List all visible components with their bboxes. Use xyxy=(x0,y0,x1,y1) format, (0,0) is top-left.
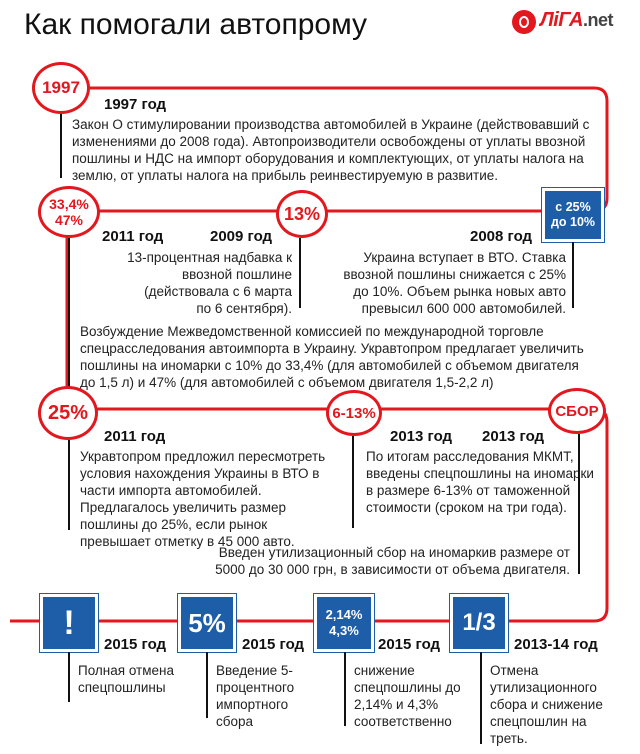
badge-25-10: с 25% до 10% xyxy=(541,187,605,243)
event-2008-text: Украина вступает в ВТО. Ставка ввозной п… xyxy=(343,250,566,316)
badge-6-13: 6-13% xyxy=(326,390,382,436)
connector-line xyxy=(68,440,70,530)
connector-line xyxy=(352,436,354,528)
badge-exclamation: ! xyxy=(39,593,99,653)
connector-line xyxy=(572,242,574,308)
event-2011-a-text: Возбуждение Межведомственной комиссией п… xyxy=(80,324,584,390)
event-2013-14-text: Отмена утилизационного сбора и снижение … xyxy=(490,663,603,746)
badge-25: 25% xyxy=(38,386,98,440)
connector-line xyxy=(480,652,482,744)
year-1997: 1997 год xyxy=(104,96,167,113)
event-2013-a-text: По итогам расследования МКМТ, введены сп… xyxy=(366,449,594,515)
year-2015-c: 2015 год xyxy=(378,636,441,653)
liga-logo[interactable]: ЛiГА.net xyxy=(512,10,640,46)
connector-line xyxy=(68,652,70,702)
badge-5: 5% xyxy=(177,593,237,653)
connector-line xyxy=(578,434,580,574)
connector-line xyxy=(299,238,301,308)
year-2013-14: 2013-14 год xyxy=(514,636,598,653)
year-2015-a: 2015 год xyxy=(104,636,167,653)
connector-line xyxy=(60,114,62,178)
logo-text: ЛiГА.net xyxy=(540,9,614,31)
year-2013-a: 2013 год xyxy=(390,428,453,445)
year-2013-b: 2013 год xyxy=(482,428,545,445)
connector-line xyxy=(206,652,208,718)
year-2011-b: 2011 год xyxy=(104,428,166,445)
logo-icon xyxy=(512,10,536,34)
badge-one-third: 1/3 xyxy=(449,593,509,653)
year-2011-a: 2011 год xyxy=(102,228,164,245)
year-2009: 2009 год xyxy=(210,228,273,245)
event-2015-c-text: снижение спецпошлины до 2,14% и 4,3% соо… xyxy=(354,663,461,729)
badge-13: 13% xyxy=(276,190,328,238)
connector-line xyxy=(344,652,346,726)
year-2008: 2008 год xyxy=(470,228,533,245)
badge-2-14-4-3: 2,14% 4,3% xyxy=(313,593,375,653)
event-1997-text: Закон О стимулировании производства авто… xyxy=(72,117,590,183)
event-2011-b-text: Укравтопром предложил пересмотреть услов… xyxy=(80,449,326,549)
connector-line xyxy=(68,238,70,388)
year-2015-b: 2015 год xyxy=(242,636,305,653)
badge-sbor: СБОР xyxy=(548,388,606,434)
badge-33-47: 33,4% 47% xyxy=(38,186,100,238)
page-title: Как помогали автопрому xyxy=(24,8,368,41)
badge-1997: 1997 xyxy=(32,62,90,114)
event-2015-b-text: Введение 5-процентного импортного сбора xyxy=(216,663,295,729)
event-2009-text: 13-процентная надбавка к ввозной пошлине… xyxy=(127,250,292,316)
event-2013-b-text: Введен утилизационный сбор на иномаркив … xyxy=(215,545,570,577)
event-2015-a-text: Полная отмена спецпошлины xyxy=(78,663,174,695)
